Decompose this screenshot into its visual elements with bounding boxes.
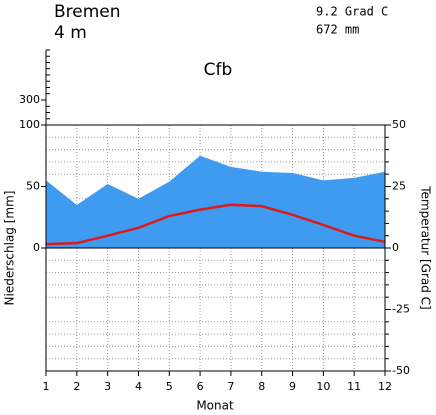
y-tick-label: 100 [19,118,40,131]
y2-tick-label: -25 [392,303,410,316]
x-tick-label: 3 [104,380,111,393]
x-tick-label: 12 [378,380,392,393]
x-tick-label: 11 [347,380,361,393]
x-tick-label: 4 [135,380,142,393]
y2-tick-label: 25 [392,180,406,193]
x-tick-label: 1 [43,380,50,393]
x-tick-label: 5 [166,380,173,393]
mean-temperature: 9.2 Grad C [316,5,388,19]
y2-tick-label: 50 [392,118,406,131]
x-tick-label: 7 [227,380,234,393]
y-tick-label: 50 [26,180,40,193]
annual-precipitation: 672 mm [316,23,359,37]
x-tick-label: 9 [289,380,296,393]
temperature-line [45,203,386,246]
climate-class: Cfb [204,60,233,80]
x-tick-label: 10 [316,380,330,393]
chart-title: Bremen [54,2,121,22]
y-axis-label: Niederschlag [mm] [3,191,17,306]
chart-subtitle: 4 m [54,23,87,43]
precipitation-area [46,155,385,248]
y-tick-label: 300 [19,93,40,106]
y2-axis-label: Temperatur [Grad C] [419,185,433,309]
y2-tick-label: -50 [392,364,410,377]
x-tick-label: 6 [197,380,204,393]
y-tick-label: 0 [33,241,40,254]
x-tick-label: 8 [258,380,265,393]
y2-tick-label: 0 [392,241,399,254]
x-tick-label: 2 [73,380,80,393]
x-axis-label: Monat [196,399,234,413]
